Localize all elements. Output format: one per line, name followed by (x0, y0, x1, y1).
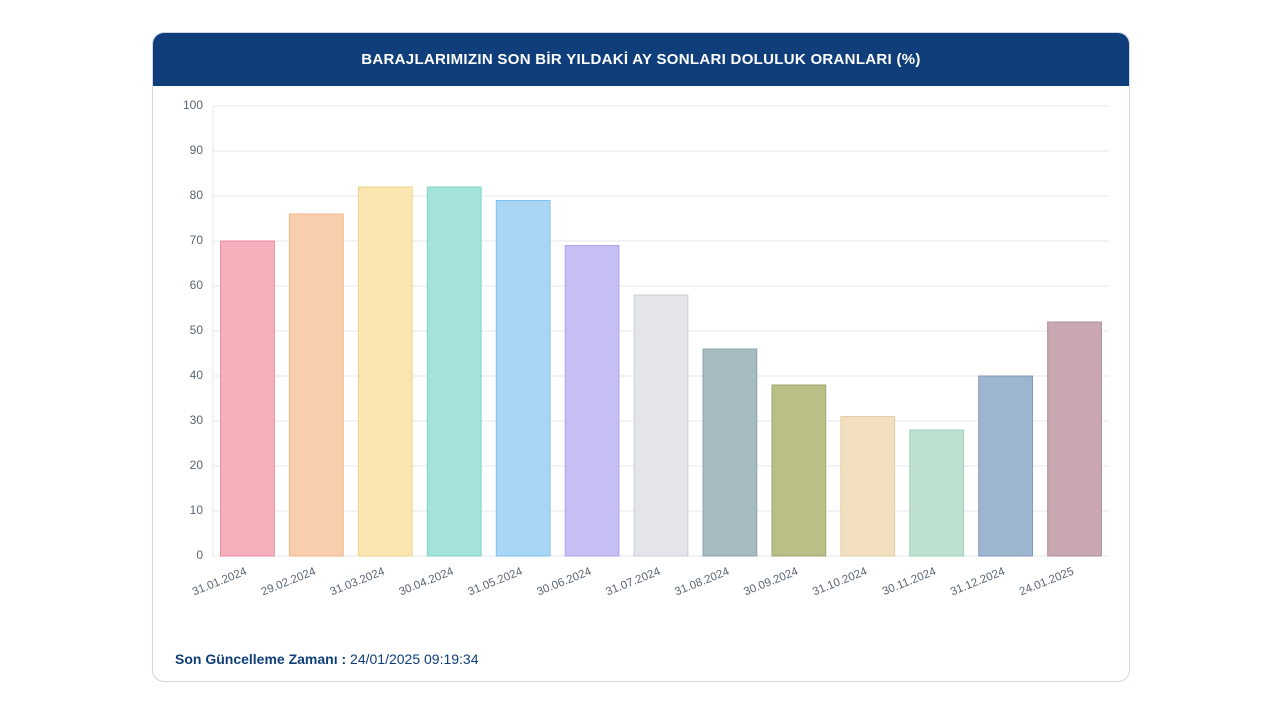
x-tick-label: 30.06.2024 (535, 565, 593, 598)
bar-chart: 0 10 20 30 40 50 60 70 80 90 100 31.01.2024 29.02.20… (153, 86, 1129, 626)
last-update-label: Son Güncelleme Zamanı : (175, 651, 346, 667)
x-tick-label: 31.05.2024 (466, 565, 524, 598)
x-tick-label: 31.03.2024 (329, 565, 387, 598)
y-tick-label: 70 (190, 233, 204, 247)
card-title: BARAJLARIMIZIN SON BİR YILDAKİ AY SONLAR… (153, 33, 1129, 86)
x-tick-label: 31.07.2024 (604, 565, 662, 598)
y-tick-label: 100 (183, 98, 203, 112)
bar (427, 187, 481, 556)
x-tick-label: 31.01.2024 (191, 565, 249, 598)
y-tick-label: 80 (190, 188, 204, 202)
x-tick-label: 31.08.2024 (673, 565, 731, 598)
bar (772, 385, 826, 556)
x-tick: 31.08.2024 (673, 565, 731, 598)
x-tick-label: 30.11.2024 (881, 565, 939, 598)
bar (565, 246, 619, 557)
bar (221, 241, 275, 556)
chart-card: BARAJLARIMIZIN SON BİR YILDAKİ AY SONLAR… (152, 32, 1130, 682)
x-tick-label: 29.02.2024 (260, 565, 318, 598)
x-tick: 29.02.2024 (260, 565, 318, 598)
y-tick-label: 0 (196, 548, 203, 562)
y-tick-label: 30 (190, 413, 204, 427)
bar (910, 430, 964, 556)
x-tick: 31.12.2024 (949, 565, 1007, 598)
y-tick-label: 90 (190, 143, 204, 157)
last-update-value: 24/01/2025 09:19:34 (350, 651, 478, 667)
x-tick: 30.04.2024 (397, 565, 455, 598)
y-tick-label: 10 (190, 503, 204, 517)
x-tick: 31.07.2024 (604, 565, 662, 598)
x-tick-label: 24.01.2025 (1018, 566, 1076, 599)
bar (634, 295, 688, 556)
x-tick-label: 30.09.2024 (742, 565, 800, 598)
last-update: Son Güncelleme Zamanı : 24/01/2025 09:19… (175, 651, 479, 667)
x-tick: 30.11.2024 (881, 565, 939, 598)
y-tick-label: 40 (190, 368, 204, 382)
x-tick-label: 30.04.2024 (397, 565, 455, 598)
bar (290, 214, 344, 556)
y-tick-label: 60 (190, 278, 204, 292)
x-tick: 31.01.2024 (191, 565, 249, 598)
y-tick-label: 50 (190, 323, 204, 337)
x-tick-label: 31.10.2024 (811, 565, 869, 598)
bar (979, 376, 1033, 556)
y-tick-label: 20 (190, 458, 204, 472)
x-tick: 24.01.2025 (1018, 566, 1076, 599)
x-tick: 31.05.2024 (466, 565, 524, 598)
x-tick: 31.03.2024 (329, 565, 387, 598)
x-tick-label: 31.12.2024 (949, 565, 1007, 598)
x-tick: 31.10.2024 (811, 565, 869, 598)
bar (703, 349, 757, 556)
chart-area: 0 10 20 30 40 50 60 70 80 90 100 31.01.2024 29.02.20… (153, 86, 1129, 626)
bar (1048, 322, 1102, 556)
bar (496, 201, 550, 557)
bar (358, 187, 412, 556)
x-tick: 30.09.2024 (742, 565, 800, 598)
x-tick: 30.06.2024 (535, 565, 593, 598)
bar (841, 417, 895, 557)
